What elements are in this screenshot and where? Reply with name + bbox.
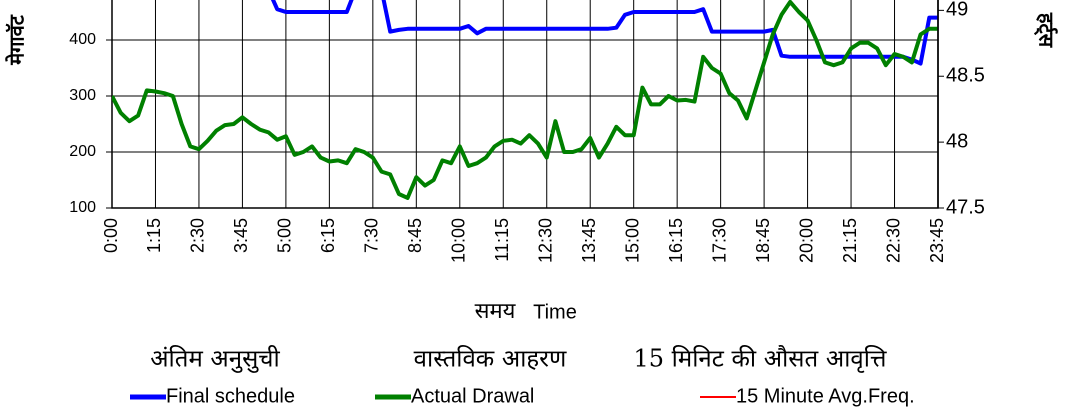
- x-tick-label: 17:30: [709, 218, 729, 263]
- x-tick-label: 6:15: [318, 218, 338, 253]
- x-tick-label: 3:45: [231, 218, 251, 253]
- x-axis-label: Time: [533, 301, 577, 323]
- legend-title: अंतिम अनुसुची: [150, 345, 280, 374]
- x-tick-label: 22:30: [883, 218, 903, 263]
- x-tick-label: 8:45: [405, 218, 425, 253]
- y-tick-label: 200: [69, 143, 96, 160]
- x-tick-label: 10:00: [449, 218, 469, 263]
- x-tick-label: 0:00: [101, 218, 121, 253]
- y-tick-label: 300: [69, 87, 96, 104]
- x-tick-label: 11:15: [492, 218, 512, 262]
- legend-label: Final schedule: [166, 385, 295, 407]
- x-tick-label: 13:45: [579, 218, 599, 263]
- y2-tick-label: 48.5: [946, 65, 985, 87]
- y-axis-label: मेगावॅट: [5, 14, 29, 66]
- y2-axis-label: हर्ट्स: [1033, 12, 1058, 49]
- y-tick-label: 100: [69, 199, 96, 216]
- x-tick-label: 20:00: [796, 218, 816, 263]
- y2-tick-label: 48: [946, 130, 968, 152]
- series-line: [112, 0, 938, 200]
- x-tick-label: 21:15: [840, 218, 860, 263]
- x-tick-label: 18:45: [753, 218, 773, 263]
- y2-tick-label: 47.5: [946, 196, 985, 218]
- x-tick-label: 16:15: [666, 218, 686, 263]
- x-tick-label: 7:30: [362, 218, 382, 253]
- x-axis-label-hindi: समय: [475, 299, 517, 324]
- x-tick-label: 12:30: [535, 218, 555, 263]
- legend-title: 15 मिनिट की औसत आवृत्ति: [633, 345, 886, 374]
- x-tick-label: 5:00: [275, 218, 295, 253]
- x-tick-label: 23:45: [927, 218, 947, 263]
- x-tick-label: 2:30: [188, 218, 208, 253]
- x-tick-label: 15:00: [622, 218, 642, 263]
- x-tick-label: 1:15: [144, 218, 164, 253]
- plot-area: [111, 0, 939, 209]
- legend-title: वास्तविक आहरण: [414, 345, 567, 373]
- legend-label: 15 Minute Avg.Freq.: [736, 385, 915, 407]
- legend-label: Actual Drawal: [411, 385, 534, 407]
- y-tick-label: 400: [69, 31, 96, 48]
- y2-tick-label: 49: [946, 0, 968, 21]
- series-line: [270, 0, 938, 66]
